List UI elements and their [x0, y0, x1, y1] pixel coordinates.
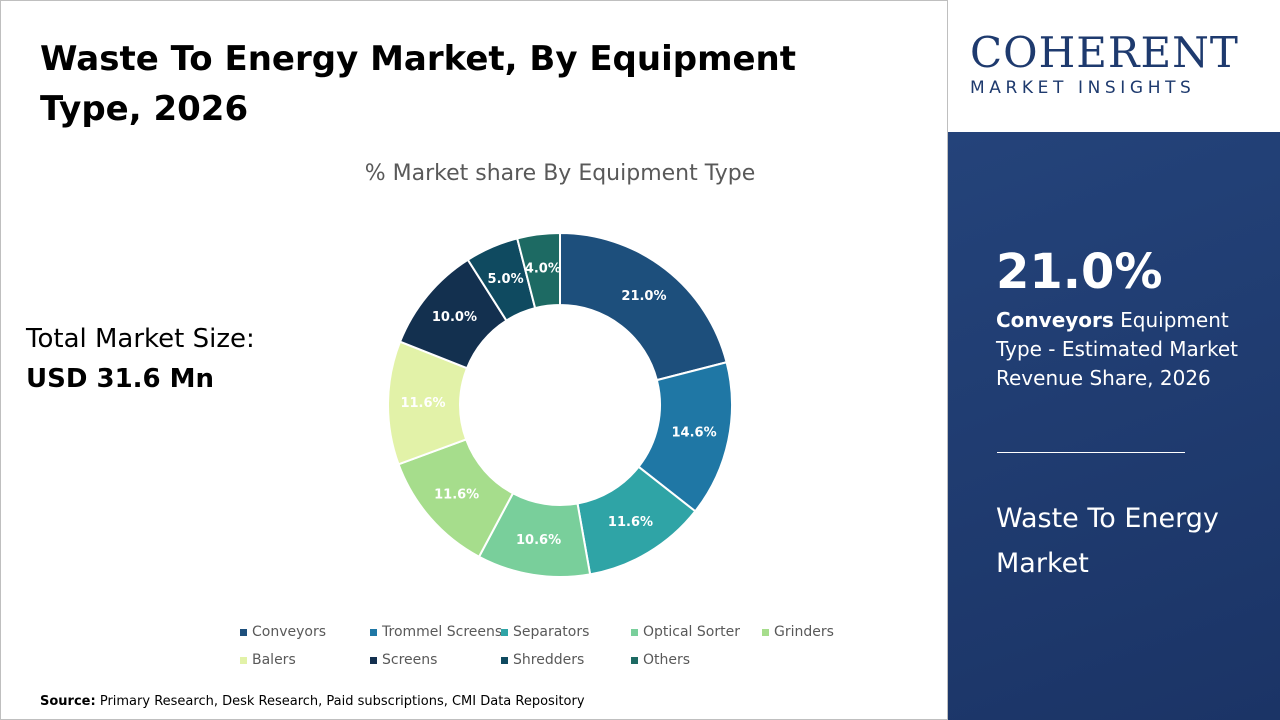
data-label: 11.6% [608, 515, 653, 530]
logo-area: COHERENT MARKET INSIGHTS [948, 0, 1280, 132]
legend-label: Grinders [774, 624, 834, 640]
market-size-label: Total Market Size: [26, 324, 255, 354]
data-label: 5.0% [488, 272, 524, 287]
legend-swatch [631, 657, 638, 664]
source-text: Primary Research, Desk Research, Paid su… [99, 694, 585, 709]
source: Source: Primary Research, Desk Research,… [40, 694, 585, 709]
legend-label: Others [643, 652, 690, 668]
legend-swatch [631, 629, 638, 636]
legend-label: Conveyors [252, 624, 326, 640]
legend-swatch [240, 657, 247, 664]
legend-swatch [370, 629, 377, 636]
donut-segment [559, 231, 728, 382]
data-label: 21.0% [621, 289, 666, 304]
data-label: 10.0% [432, 310, 477, 325]
source-label: Source: [40, 694, 96, 709]
highlight-value: 21.0% [996, 244, 1163, 300]
chart-subtitle: % Market share By Equipment Type [365, 161, 756, 186]
data-label: 10.6% [516, 533, 561, 548]
legend-swatch [501, 657, 508, 664]
legend-swatch [240, 629, 247, 636]
data-label: 4.0% [525, 262, 561, 277]
title: Waste To Energy Market, By Equipment Typ… [40, 39, 797, 129]
divider [997, 452, 1185, 453]
legend-label: Trommel Screens [381, 624, 502, 640]
data-label: 14.6% [672, 426, 717, 441]
legend-label: Optical Sorter [643, 624, 740, 640]
legend-label: Balers [252, 652, 296, 668]
legend-swatch [501, 629, 508, 636]
market-name: Waste To Energy Market [996, 503, 1219, 579]
side-panel: 21.0% Conveyors Equipment Type - Estimat… [948, 132, 1280, 720]
highlight-category: Conveyors [996, 308, 1114, 332]
legend-label: Screens [382, 652, 437, 668]
donut-segment [516, 231, 561, 310]
highlight-desc: Equipment Type - Estimated Market Revenu… [996, 308, 1239, 390]
legend-swatch [762, 629, 769, 636]
logo-tagline: MARKET INSIGHTS [970, 78, 1196, 98]
data-label: 11.6% [400, 396, 445, 411]
logo-name: COHERENT [970, 28, 1239, 77]
legend-swatch [370, 657, 377, 664]
data-label: 11.6% [434, 487, 479, 502]
chart: % Market share By Equipment Type 21.0% 14… [240, 161, 834, 668]
legend-label: Separators [513, 624, 589, 640]
highlight-text: Conveyors Equipment Type - Estimated Mar… [996, 306, 1256, 393]
market-size-value: USD 31.6 Mn [26, 364, 215, 394]
legend-label: Shredders [513, 652, 584, 668]
